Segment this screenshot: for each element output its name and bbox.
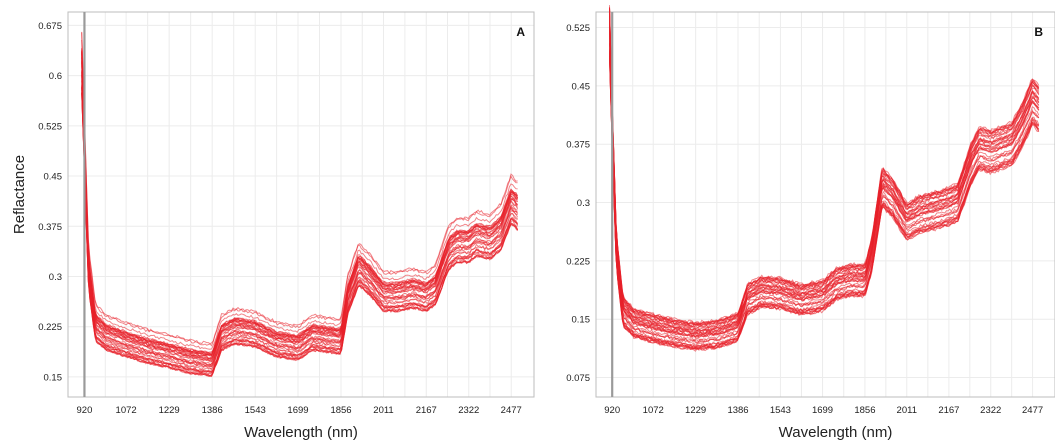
x-tick-label: 920 (77, 405, 93, 416)
spectra (81, 31, 519, 378)
chart-panel-a: 920 1072 1229 1386 1543 1699 1856 2011 2167 2322 2… (11, 11, 535, 441)
spectrum-line (81, 62, 519, 363)
spectrum-line (81, 61, 518, 362)
x-tick-label: 1856 (854, 405, 875, 416)
y-tick-label: 0.45 (572, 81, 591, 92)
spectrum-line (81, 79, 518, 370)
y-tick-label: 0.225 (566, 256, 590, 267)
x-tick-label: 2167 (416, 405, 437, 416)
panel-label: A (516, 25, 525, 39)
y-tick-label: 0.15 (44, 372, 63, 383)
spectrum-line (81, 80, 518, 371)
x-tick-label: 1072 (643, 405, 664, 416)
x-tick-label: 1386 (727, 405, 748, 416)
y-tick-label: 0.075 (566, 373, 590, 384)
x-axis-title: Wavelength (nm) (779, 424, 893, 441)
spectrum-line (81, 50, 518, 357)
spectrum-line (81, 32, 518, 347)
spectrum-line (81, 87, 518, 375)
spectrum-line (81, 92, 519, 377)
y-tick-label: 0.525 (566, 23, 590, 34)
spectrum-line (81, 31, 518, 345)
spectrum-line (81, 71, 519, 367)
chart-panel-b: 920 1072 1229 1386 1543 1699 1856 2011 2167 2322 2… (566, 5, 1055, 441)
spectrum-line (81, 84, 519, 373)
spectrum-line (81, 39, 518, 350)
spectrum-line (609, 43, 1040, 344)
spectrum-line (81, 51, 519, 357)
spectrum-line (81, 60, 518, 360)
spectrum-line (609, 48, 1040, 347)
x-tick-label: 1229 (685, 405, 706, 416)
spectrum-line (81, 75, 519, 368)
y-tick-label: 0.3 (577, 198, 590, 209)
y-tick-label: 0.525 (38, 121, 62, 132)
x-tick-label: 2167 (938, 405, 959, 416)
spectrum-line (609, 22, 1040, 335)
spectrum-line (81, 60, 518, 360)
x-tick-label: 2322 (458, 405, 479, 416)
y-tick-label: 0.675 (38, 21, 62, 32)
y-tick-label: 0.45 (44, 172, 63, 183)
x-tick-label: 1229 (159, 405, 180, 416)
x-tick-label: 1543 (245, 405, 266, 416)
spectrum-line (81, 58, 519, 359)
x-tick-label: 1386 (202, 405, 223, 416)
spectrum-line (81, 52, 518, 356)
spectrum-line (609, 7, 1040, 326)
x-tick-label: 1699 (287, 405, 308, 416)
spectrum-line (81, 74, 518, 368)
spectrum-line (81, 69, 518, 366)
y-tick-label: 0.15 (572, 315, 591, 326)
x-tick-label: 1072 (116, 405, 137, 416)
x-axis-title: Wavelength (nm) (244, 424, 358, 441)
x-tick-label: 1543 (770, 405, 791, 416)
x-tick-label: 2011 (897, 405, 917, 416)
plot-frame (67, 11, 535, 398)
spectra (609, 5, 1040, 352)
x-tick-label: 1699 (812, 405, 833, 416)
spectrum-line (81, 61, 519, 362)
spectrum-line (81, 56, 518, 357)
plot-frame (595, 11, 1055, 398)
x-tick-label: 2011 (373, 405, 393, 416)
y-tick-label: 0.375 (38, 222, 62, 233)
spectrum-line (81, 70, 518, 366)
panel-label: B (1034, 25, 1043, 39)
y-tick-label: 0.375 (566, 140, 590, 151)
x-tick-label: 2322 (980, 405, 1001, 416)
y-tick-label: 0.6 (49, 71, 62, 82)
spectrum-line (81, 50, 519, 356)
spectrum-line (609, 58, 1039, 352)
x-tick-label: 920 (604, 405, 620, 416)
spectrum-line (81, 65, 519, 363)
spectrum-line (81, 50, 519, 355)
spectrum-line (609, 49, 1040, 348)
spectrum-line (81, 57, 518, 360)
x-tick-label: 2477 (1022, 405, 1043, 416)
spectrum-line (81, 48, 519, 353)
y-tick-label: 0.3 (49, 272, 62, 283)
y-axis-title: Reflactance (11, 155, 28, 234)
x-tick-label: 2477 (501, 405, 522, 416)
x-tick-label: 1856 (330, 405, 351, 416)
spectrum-line (81, 53, 518, 357)
spectrum-line (609, 50, 1039, 349)
spectrum-line (81, 52, 518, 356)
spectrum-line (81, 48, 519, 354)
spectrum-line (609, 20, 1040, 332)
spectrum-line (609, 28, 1040, 338)
spectrum-line (609, 54, 1040, 350)
spectrum-line (81, 72, 518, 367)
y-tick-label: 0.225 (38, 322, 62, 333)
spectrum-line (609, 41, 1040, 343)
